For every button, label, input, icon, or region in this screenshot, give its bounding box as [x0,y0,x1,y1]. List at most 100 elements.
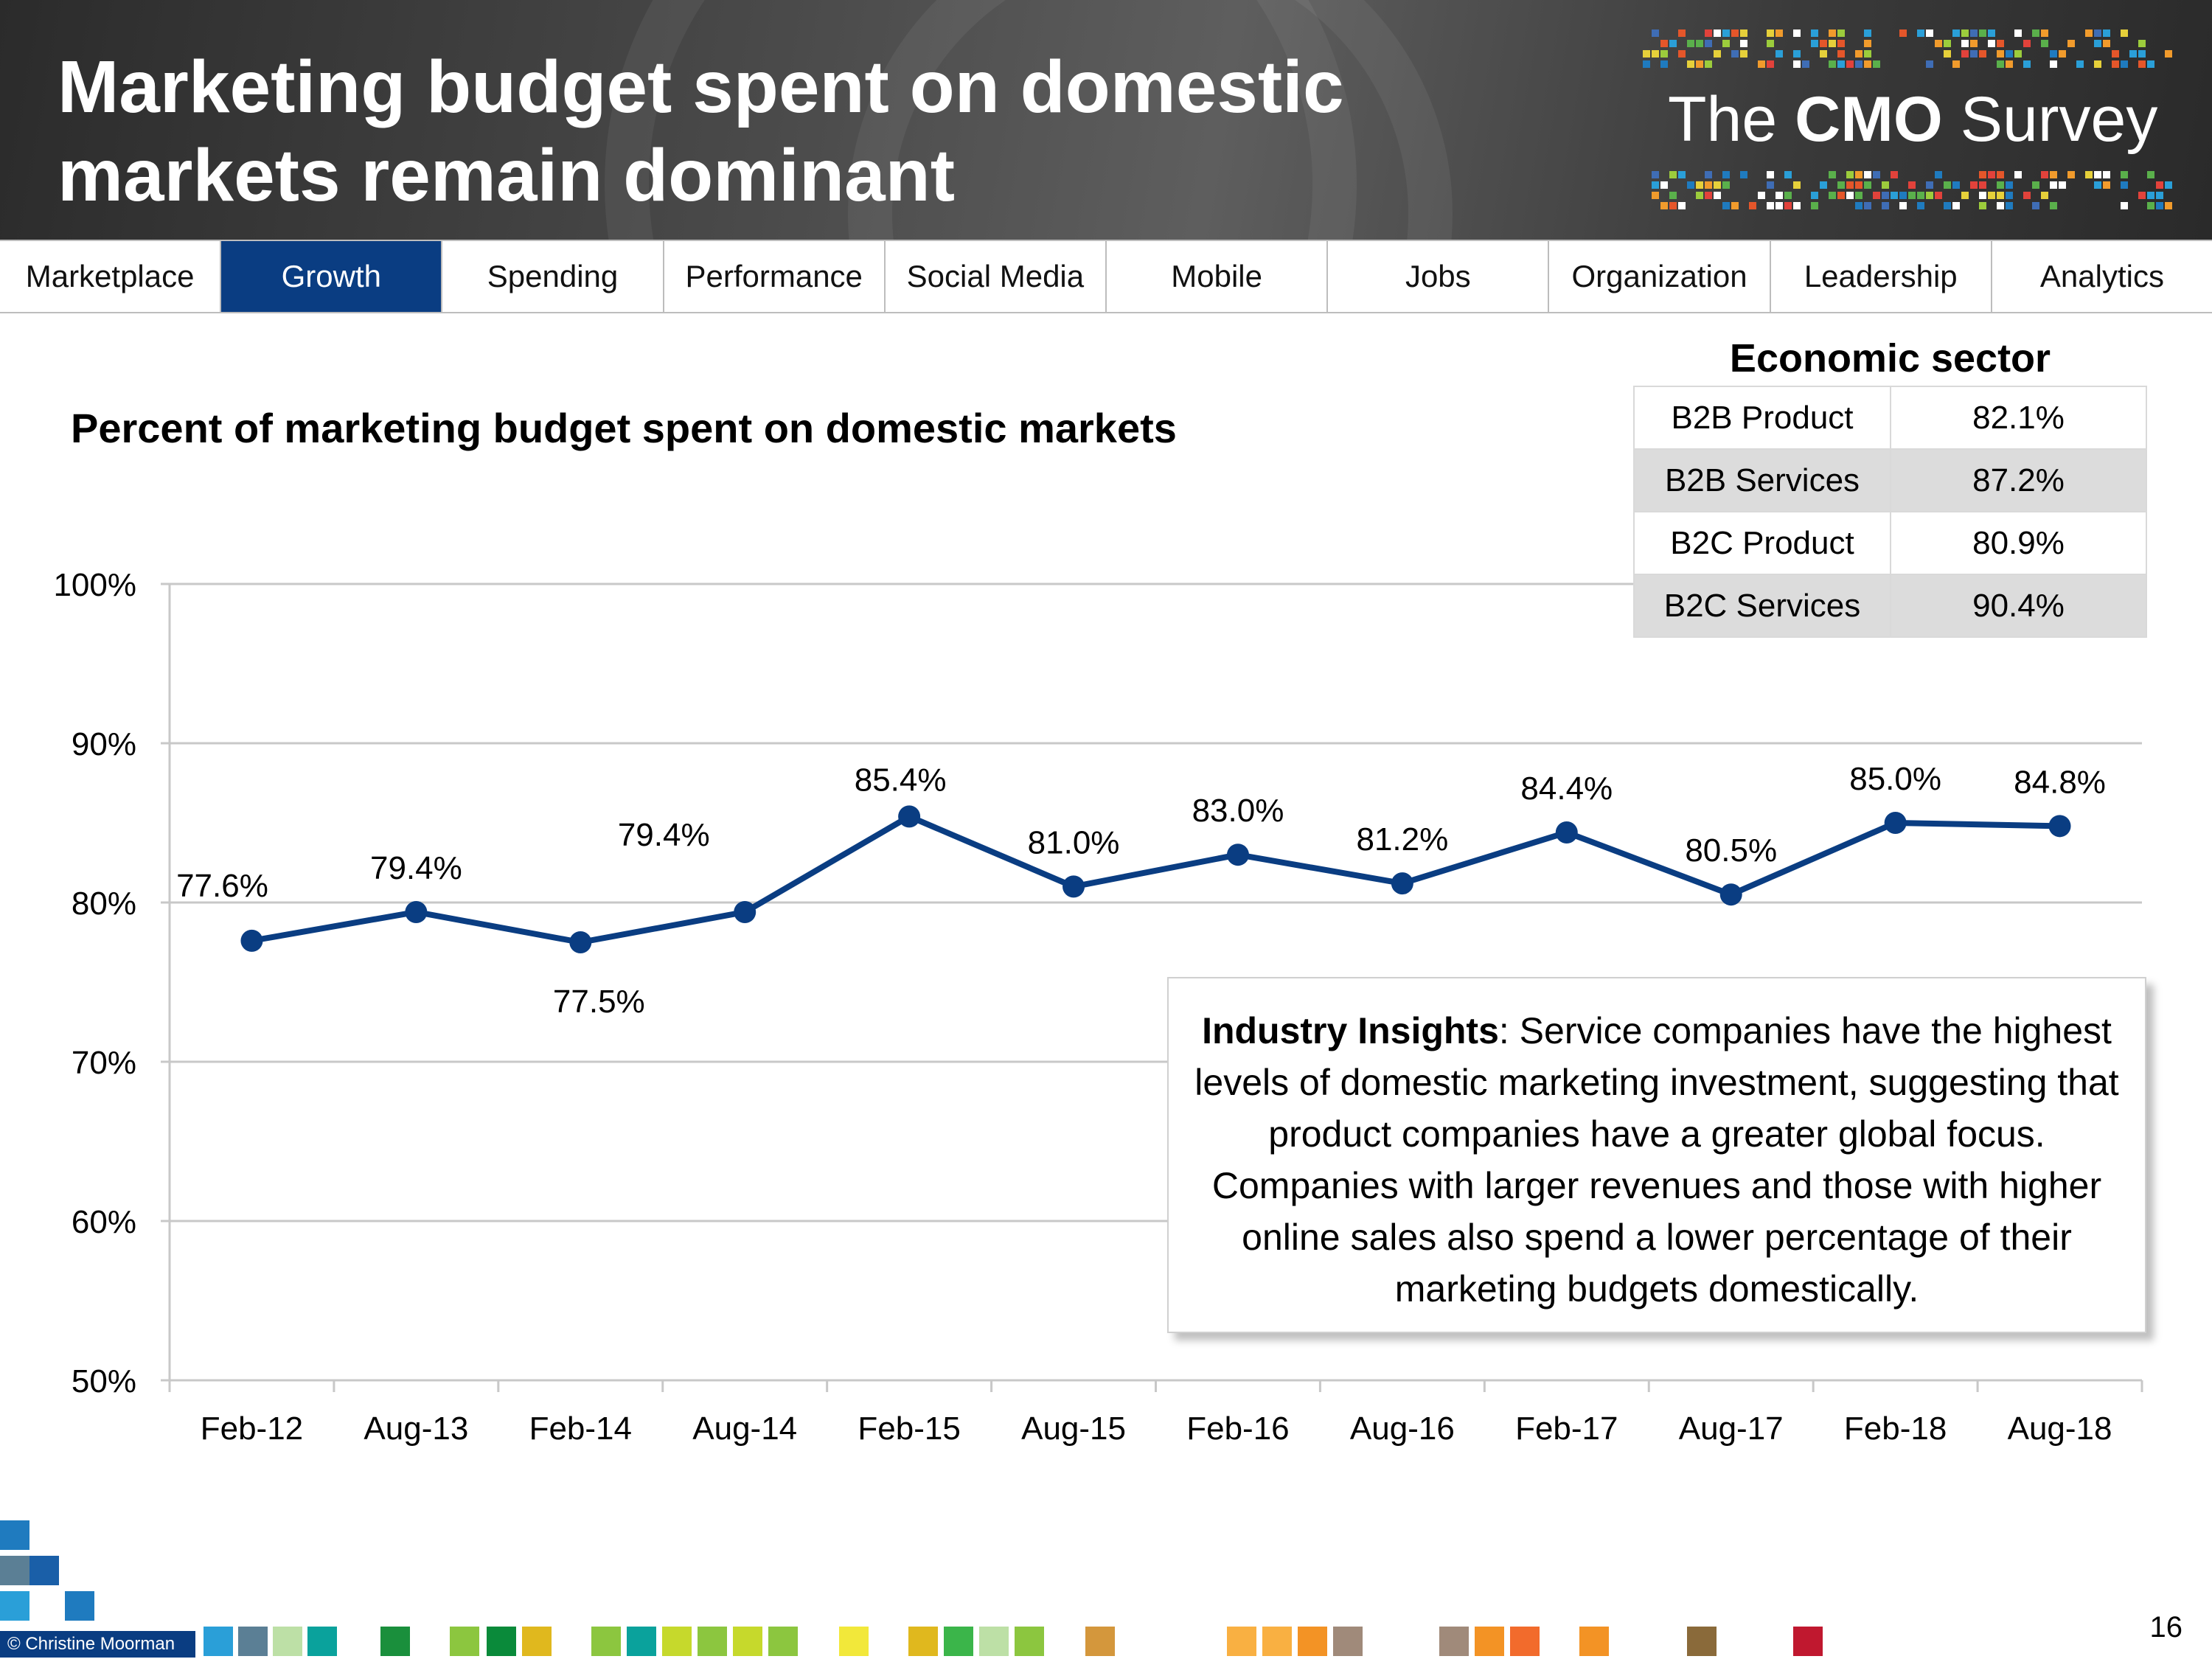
logo-pixel [1864,181,1871,189]
logo-pixel [2147,192,2154,199]
logo-pixel [1997,60,2004,68]
logo-pixel [2006,181,2013,189]
logo-pixel [2023,60,2031,68]
sector-value: 87.2% [1890,448,2147,512]
logo-pixel [1829,40,1836,47]
logo-pixel [2023,40,2031,47]
logo-pixel [1775,202,1783,209]
logo-pixel [1961,192,1969,199]
footer-square [0,1591,29,1621]
logo-pixel [1722,29,1730,37]
footer-square [1085,1627,1115,1656]
tab-social-media[interactable]: Social Media [886,241,1107,312]
logo-pixel [1669,40,1677,47]
logo-pixel [2121,171,2128,178]
tab-growth[interactable]: Growth [221,241,443,312]
logo-pixel [1731,202,1739,209]
footer-square [238,1627,268,1656]
logo-pixel [1864,202,1871,209]
x-tick-label: Aug-18 [2008,1411,2112,1447]
logo-pixel [1952,29,1960,37]
logo-pixel [1837,60,1845,68]
logo-pixel [1970,29,1978,37]
logo-pixel [1775,192,1783,199]
logo-pixel [1820,181,1827,189]
logo-pixel [1935,192,1942,199]
logo-pixel [2094,40,2101,47]
footer-square [0,1520,29,1550]
logo-pixel [1837,192,1845,199]
logo-pixel [2050,50,2057,58]
footer-square [591,1627,621,1656]
footer-square [698,1627,727,1656]
logo-pixel [2103,181,2110,189]
tab-organization[interactable]: Organization [1549,241,1771,312]
logo-pixel [1740,50,1747,58]
footer-square [522,1627,552,1656]
logo-pixel [1767,181,1774,189]
logo-pixel [1784,202,1792,209]
logo-pixel [1714,192,1721,199]
logo-pixel-band-bottom [1652,171,2172,209]
logo-pixel [1997,192,2004,199]
logo-pixel [1837,29,1845,37]
logo-pixel [1882,181,1889,189]
tab-marketplace[interactable]: Marketplace [0,241,222,312]
logo-pixel [1961,29,1969,37]
footer-square [1687,1627,1717,1656]
header-banner: Marketing budget spent on domestic marke… [0,0,2212,240]
footer-square [65,1591,94,1621]
footer-square [1227,1627,1256,1656]
logo-pixel [1705,60,1712,68]
logo-pixel [1864,60,1871,68]
data-point [898,805,921,828]
logo-pixel [2121,60,2128,68]
logo-pixel [1855,50,1863,58]
logo-pixel [1979,29,1986,37]
logo-pixel [1988,192,1995,199]
tab-leadership[interactable]: Leadership [1771,241,1992,312]
logo-pixel [1811,29,1818,37]
tab-mobile[interactable]: Mobile [1107,241,1329,312]
logo-pixel [1784,171,1792,178]
data-label: 83.0% [1192,793,1284,829]
logo-pixel [1669,192,1677,199]
footer-square [1579,1627,1609,1656]
logo-pixel [1864,40,1871,47]
logo-pixel [2059,181,2066,189]
logo-pixel [1758,192,1765,199]
logo-pixel [2121,29,2128,37]
logo-pixel [2041,192,2048,199]
sector-value: 80.9% [1890,511,2147,575]
logo-pixel [2112,50,2119,58]
logo-pixel [1705,29,1712,37]
logo-pixel [1988,171,1995,178]
logo-pixel [1660,40,1668,47]
logo-pixel [2041,40,2048,47]
logo-pixel [2121,181,2128,189]
logo-pixel [1855,60,1863,68]
logo-pixel [1908,181,1916,189]
logo-pixel [1961,40,1969,47]
logo-text-prefix: The [1668,84,1778,155]
logo-pixel [2032,181,2039,189]
tab-analytics[interactable]: Analytics [2039,259,2164,293]
logo-pixel [1643,60,1650,68]
tab-jobs[interactable]: Jobs [1328,241,1550,312]
logo-pixel [1926,29,1933,37]
logo-pixel [1944,50,1951,58]
tab-performance[interactable]: Performance [664,241,886,312]
logo-pixel [1829,171,1836,178]
logo-pixel [1669,171,1677,178]
logo-text-suffix: Survey [1960,84,2158,155]
logo-pixel [2067,40,2075,47]
logo-pixel [1687,40,1694,47]
x-tick-label: Feb-14 [529,1411,632,1447]
tab-spending[interactable]: Spending [442,241,664,312]
logo-pixel [1793,60,1801,68]
logo-pixel [1917,202,1924,209]
line-chart: 50% 60% 70% 80% 90% 100% Feb-12 Aug-13 Feb-14 Aug… [53,567,2143,1447]
data-point [1062,875,1085,898]
logo-pixel [1970,40,1978,47]
footer-square [627,1627,656,1656]
